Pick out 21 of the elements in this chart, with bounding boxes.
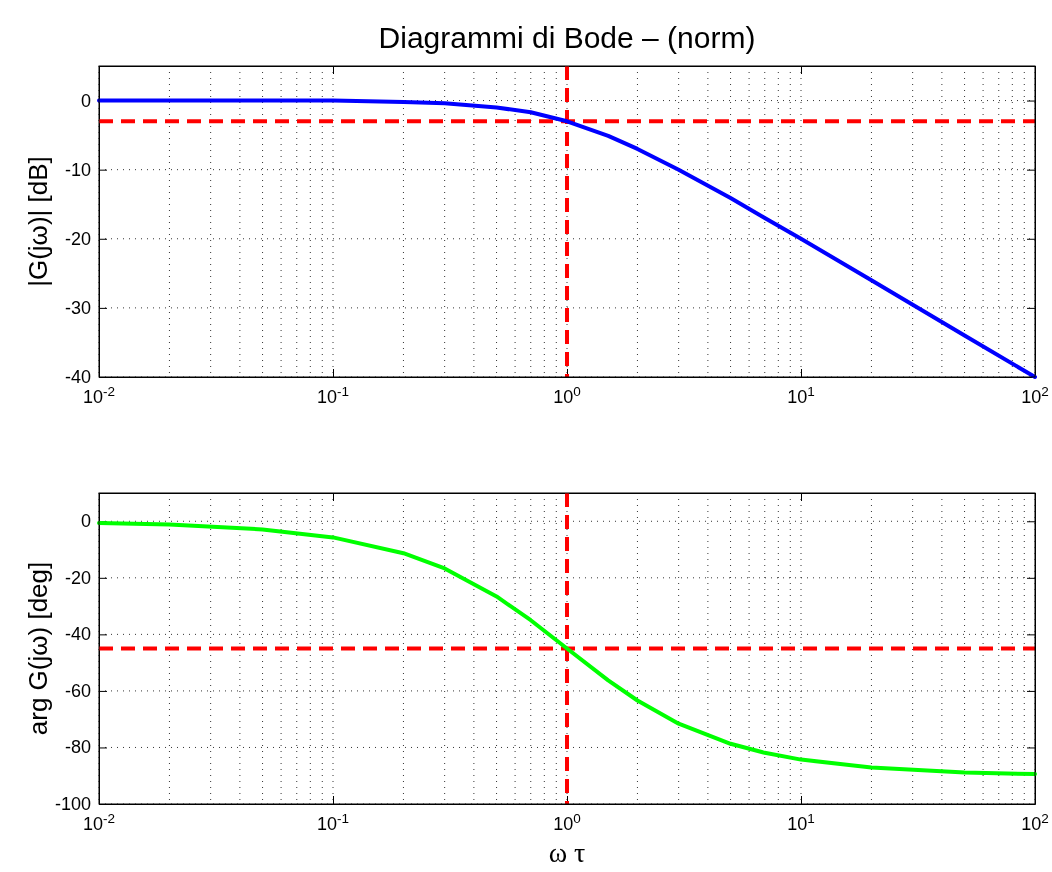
y-tick-label: 0 <box>80 511 91 532</box>
y-tick-label: 0 <box>80 90 91 111</box>
x-tick-label: 10$^{1}$ <box>787 810 815 834</box>
x-tick-label: 10$^{0}$ <box>553 383 581 407</box>
y-tick-label: -10 <box>64 159 91 180</box>
x-tick-label: 10$^{0}$ <box>553 810 581 834</box>
x-tick-label: 10$^{2}$ <box>1021 383 1049 407</box>
y-tick-label: -20 <box>64 567 91 588</box>
y-tick-label: -80 <box>64 737 91 758</box>
x-tick-label: 10$^{-1}$ <box>316 810 350 834</box>
chart-title: Diagrammi di Bode – (norm) <box>378 21 756 54</box>
y-axis-title: |G(jω)| [dB] <box>23 156 53 287</box>
y-tick-label: -40 <box>64 624 91 645</box>
x-tick-label: 10$^{2}$ <box>1021 810 1049 834</box>
y-tick-label: -20 <box>64 228 91 249</box>
x-axis-title: ω τ <box>548 837 586 868</box>
y-tick-label: -30 <box>64 297 91 318</box>
y-tick-label: -60 <box>64 680 91 701</box>
x-tick-label: 10$^{-1}$ <box>316 383 350 407</box>
y-axis-title: arg G(jω) [deg] <box>23 561 53 736</box>
x-tick-label: 10$^{1}$ <box>787 383 815 407</box>
